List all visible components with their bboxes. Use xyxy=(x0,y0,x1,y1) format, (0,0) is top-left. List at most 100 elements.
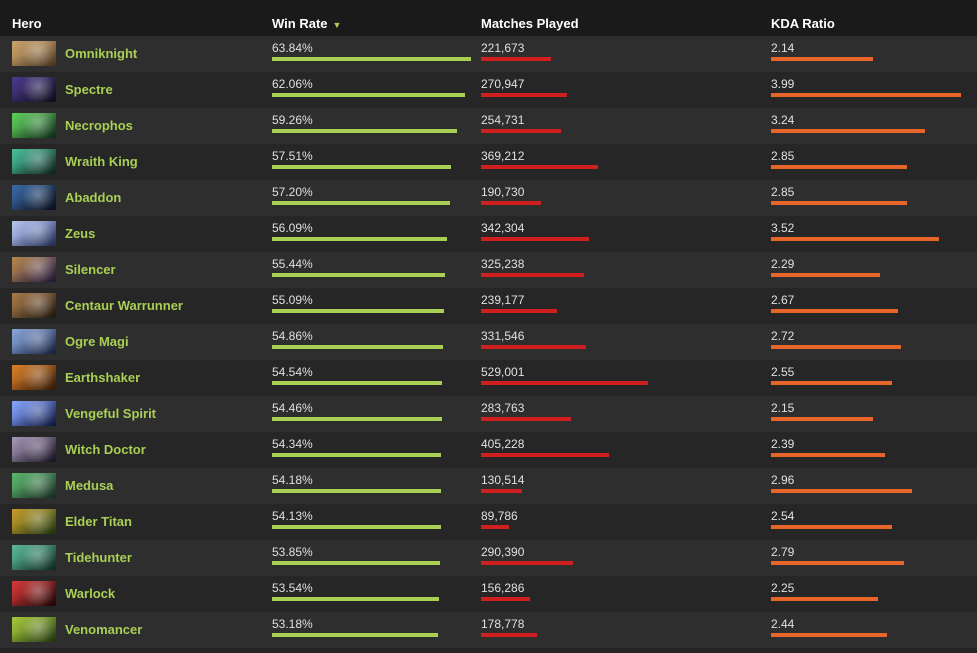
win-rate-cell: 54.18% xyxy=(272,468,472,504)
hero-name-link[interactable]: Elder Titan xyxy=(65,514,132,529)
matches-bar xyxy=(481,93,567,97)
table-row[interactable]: Spectre 62.06% 270,947 3.99 xyxy=(0,72,977,108)
column-header-win-rate[interactable]: Win Rate ▼ xyxy=(272,0,341,36)
hero-portrait-shading xyxy=(12,581,56,606)
win-rate-value: 57.51% xyxy=(272,149,313,163)
matches-bar xyxy=(481,489,522,493)
hero-name-link[interactable]: Necrophos xyxy=(65,118,133,133)
matches-bar xyxy=(481,237,589,241)
sort-descending-icon: ▼ xyxy=(332,20,342,30)
table-row[interactable]: Elder Titan 54.13% 89,786 2.54 xyxy=(0,504,977,540)
hero-portrait[interactable] xyxy=(12,545,56,570)
kda-bar xyxy=(771,381,892,385)
column-header-kda-label: KDA Ratio xyxy=(771,16,835,31)
hero-portrait[interactable] xyxy=(12,149,56,174)
table-row[interactable]: Necrophos 59.26% 254,731 3.24 xyxy=(0,108,977,144)
table-row[interactable]: Venomancer 53.18% 178,778 2.44 xyxy=(0,612,977,648)
win-rate-cell: 54.86% xyxy=(272,324,472,360)
matches-cell: 254,731 xyxy=(481,108,681,144)
hero-portrait[interactable] xyxy=(12,257,56,282)
table-row[interactable]: Witch Doctor 54.34% 405,228 2.39 xyxy=(0,432,977,468)
hero-name-link[interactable]: Centaur Warrunner xyxy=(65,298,183,313)
hero-portrait[interactable] xyxy=(12,185,56,210)
hero-name-link[interactable]: Vengeful Spirit xyxy=(65,406,157,421)
hero-portrait[interactable] xyxy=(12,41,56,66)
hero-name-link[interactable]: Omniknight xyxy=(65,46,138,61)
table-row[interactable]: Omniknight 63.84% 221,673 2.14 xyxy=(0,36,977,72)
kda-value: 2.44 xyxy=(771,617,795,631)
hero-name-link[interactable]: Zeus xyxy=(65,226,96,241)
column-header-kda-ratio[interactable]: KDA Ratio xyxy=(771,0,835,36)
hero-name-link[interactable]: Silencer xyxy=(65,262,116,277)
matches-value: 221,673 xyxy=(481,41,525,55)
hero-name-link[interactable]: Ogre Magi xyxy=(65,334,129,349)
table-row[interactable]: Ogre Magi 54.86% 331,546 2.72 xyxy=(0,324,977,360)
win-rate-cell: 54.34% xyxy=(272,432,472,468)
column-header-hero[interactable]: Hero xyxy=(12,0,42,36)
matches-value: 239,177 xyxy=(481,293,525,307)
matches-bar xyxy=(481,273,584,277)
matches-bar xyxy=(481,453,609,457)
kda-cell: 2.72 xyxy=(771,324,971,360)
kda-bar xyxy=(771,561,904,565)
table-row[interactable]: Medusa 54.18% 130,514 2.96 xyxy=(0,468,977,504)
table-row[interactable]: Tidehunter 53.85% 290,390 2.79 xyxy=(0,540,977,576)
table-row[interactable]: Wraith King 57.51% 369,212 2.85 xyxy=(0,144,977,180)
win-rate-value: 54.46% xyxy=(272,401,313,415)
kda-bar xyxy=(771,237,939,241)
table-row[interactable]: Abaddon 57.20% 190,730 2.85 xyxy=(0,180,977,216)
hero-portrait[interactable] xyxy=(12,113,56,138)
table-row[interactable]: Warlock 53.54% 156,286 2.25 xyxy=(0,576,977,612)
kda-value: 2.55 xyxy=(771,365,795,379)
table-header: Hero Win Rate ▼ Matches Played KDA Ratio xyxy=(0,0,977,36)
hero-portrait[interactable] xyxy=(12,293,56,318)
kda-cell: 2.85 xyxy=(771,144,971,180)
hero-name-link[interactable]: Witch Doctor xyxy=(65,442,146,457)
hero-portrait[interactable] xyxy=(12,329,56,354)
kda-value: 2.29 xyxy=(771,257,795,271)
hero-name-link[interactable]: Venomancer xyxy=(65,622,143,637)
win-rate-cell: 57.20% xyxy=(272,180,472,216)
kda-bar xyxy=(771,525,892,529)
hero-portrait[interactable] xyxy=(12,509,56,534)
matches-cell: 89,786 xyxy=(481,504,681,540)
hero-name-link[interactable]: Earthshaker xyxy=(65,370,141,385)
matches-value: 342,304 xyxy=(481,221,525,235)
hero-name-link[interactable]: Medusa xyxy=(65,478,114,493)
table-row[interactable]: Earthshaker 54.54% 529,001 2.55 xyxy=(0,360,977,396)
matches-cell: 190,730 xyxy=(481,180,681,216)
table-row[interactable]: Silencer 55.44% 325,238 2.29 xyxy=(0,252,977,288)
hero-portrait[interactable] xyxy=(12,221,56,246)
hero-name-link[interactable]: Wraith King xyxy=(65,154,138,169)
table-row[interactable]: Centaur Warrunner 55.09% 239,177 2.67 xyxy=(0,288,977,324)
table-row[interactable]: Vengeful Spirit 54.46% 283,763 2.15 xyxy=(0,396,977,432)
column-header-matches-played[interactable]: Matches Played xyxy=(481,0,579,36)
hero-portrait[interactable] xyxy=(12,437,56,462)
hero-portrait[interactable] xyxy=(12,365,56,390)
matches-bar xyxy=(481,381,648,385)
hero-portrait[interactable] xyxy=(12,473,56,498)
hero-name-link[interactable]: Warlock xyxy=(65,586,116,601)
win-rate-value: 63.84% xyxy=(272,41,313,55)
hero-name-link[interactable]: Spectre xyxy=(65,82,113,97)
hero-portrait-shading xyxy=(12,257,56,282)
hero-name-link[interactable]: Tidehunter xyxy=(65,550,132,565)
win-rate-bar xyxy=(272,201,450,205)
kda-value: 2.72 xyxy=(771,329,795,343)
hero-portrait[interactable] xyxy=(12,77,56,102)
kda-cell: 2.25 xyxy=(771,576,971,612)
hero-portrait[interactable] xyxy=(12,581,56,606)
win-rate-cell: 55.09% xyxy=(272,288,472,324)
hero-portrait[interactable] xyxy=(12,401,56,426)
hero-portrait[interactable] xyxy=(12,617,56,642)
win-rate-bar xyxy=(272,57,471,61)
win-rate-bar xyxy=(272,93,465,97)
win-rate-bar xyxy=(272,633,438,637)
matches-cell: 331,546 xyxy=(481,324,681,360)
hero-name-link[interactable]: Abaddon xyxy=(65,190,122,205)
win-rate-bar xyxy=(272,453,441,457)
win-rate-value: 54.86% xyxy=(272,329,313,343)
kda-value: 2.85 xyxy=(771,149,795,163)
table-row[interactable]: Zeus 56.09% 342,304 3.52 xyxy=(0,216,977,252)
